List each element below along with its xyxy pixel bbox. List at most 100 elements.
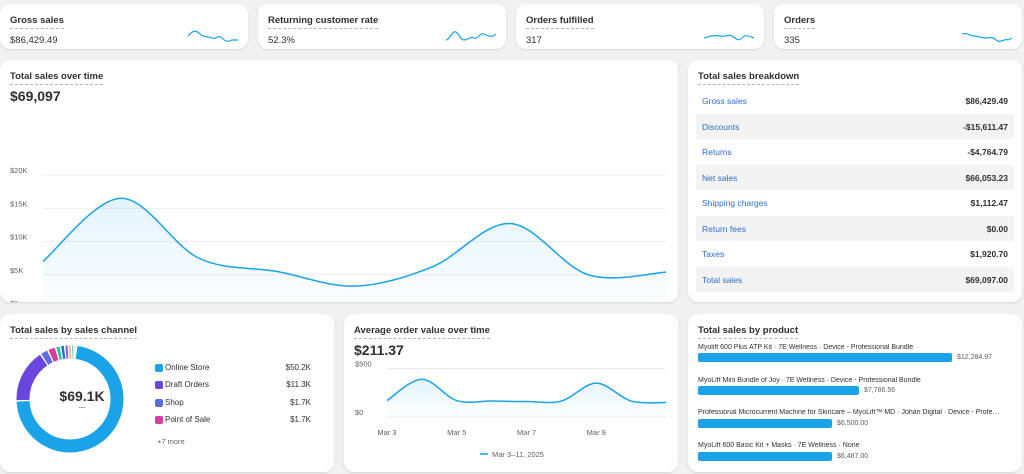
y-tick-label: $15K: [10, 199, 28, 208]
card-title[interactable]: Total sales breakdown: [698, 71, 800, 85]
x-tick-label: Mar 7: [517, 428, 536, 437]
breakdown-row-net-sales: Net sales $66,053.23: [696, 164, 1014, 190]
donut-slice: [56, 346, 63, 360]
product-bar[interactable]: [698, 353, 952, 362]
breakdown-value: $1,920.70: [970, 249, 1008, 259]
legend-label: Mar 3–11, 2025: [492, 450, 544, 459]
donut-center-sub: —: [78, 404, 86, 411]
breakdown-label[interactable]: Total sales: [702, 274, 743, 285]
kpi-value: $86,429.49: [10, 35, 58, 46]
breakdown-value: -$4,764.79: [967, 147, 1008, 157]
kpi-title[interactable]: Orders: [784, 15, 816, 29]
product-bar[interactable]: [698, 386, 859, 395]
series-area: [387, 379, 666, 417]
kpi-card-gross-sales[interactable]: Gross sales $86,429.49: [0, 4, 248, 49]
channel-swatch: [155, 381, 163, 389]
kpi-card-orders[interactable]: Orders 335: [774, 4, 1022, 49]
y-tick-label: $500: [355, 360, 372, 369]
breakdown-row-discounts: Discounts -$15,611.47: [696, 113, 1014, 139]
sales-by-channel-card: Total sales by sales channel $69.1K —: [0, 314, 334, 472]
channel-value: $11.3K: [286, 380, 311, 389]
breakdown-row-return-fees: Return fees $0.00: [696, 215, 1014, 241]
product-bar[interactable]: [698, 419, 832, 428]
sales-by-product-card: Total sales by product Myolift 600 Plus …: [688, 314, 1022, 472]
kpi-card-orders-fulfilled[interactable]: Orders fulfilled 317: [516, 4, 764, 49]
sparkline: [188, 30, 238, 42]
y-tick-label: $20K: [10, 166, 28, 175]
aov-card: Average order value over time $211.37 $0…: [344, 314, 678, 472]
kpi-card-returning-customer-rate[interactable]: Returning customer rate 52.3%: [258, 4, 506, 49]
kpi-title[interactable]: Gross sales: [10, 15, 64, 29]
channel-name: Online Store: [165, 363, 210, 372]
channel-name: Shop: [165, 398, 184, 407]
channel-value: $1.7K: [290, 415, 311, 424]
channel-row-shop[interactable]: Shop $1.7K: [155, 397, 315, 411]
x-tick-label: Mar 5: [447, 428, 466, 437]
breakdown-label[interactable]: Returns: [702, 147, 732, 157]
product-bar[interactable]: [698, 452, 832, 461]
card-title[interactable]: Average order value over time: [354, 325, 490, 339]
breakdown-label[interactable]: Taxes: [702, 249, 725, 259]
breakdown-label[interactable]: Return fees: [702, 223, 746, 234]
channel-name: Point of Sale: [165, 415, 211, 424]
aov-line-chart[interactable]: $0 $500 Mar 3 Mar 5 Mar 7 Mar 9 Mar 3–11, 2025: [344, 314, 678, 472]
channel-value: $50.2K: [285, 363, 311, 372]
y-tick-label: $5K: [10, 266, 23, 275]
product-value: $7,786.56: [864, 387, 896, 394]
sparkline: [962, 32, 1012, 43]
product-name[interactable]: MyoLift Mini Bundle of Joy · 7E Wellness…: [698, 377, 921, 384]
breakdown-label[interactable]: Shipping charges: [702, 198, 768, 208]
card-title[interactable]: Total sales by product: [698, 325, 799, 339]
sparkline: [704, 34, 754, 41]
channel-row-point-of-sale[interactable]: Point of Sale $1.7K: [155, 414, 315, 428]
donut-slice: [16, 346, 124, 453]
kpi-title[interactable]: Returning customer rate: [268, 15, 379, 29]
product-name[interactable]: Myolift 600 Plus ATP Kit · 7E Wellness ·…: [698, 344, 914, 351]
donut-slice: [16, 354, 48, 401]
x-tick-label: Mar 9: [587, 428, 606, 437]
series-line: [386, 378, 667, 404]
product-value: $6,487.00: [837, 453, 869, 460]
card-title[interactable]: Total sales by sales channel: [10, 325, 138, 339]
sales-breakdown-card: Total sales breakdown Gross sales $86,42…: [688, 60, 1022, 302]
y-tick-label: $0: [10, 299, 18, 302]
breakdown-label[interactable]: Net sales: [702, 172, 738, 183]
donut-center-value: $69.1K: [59, 388, 105, 404]
channel-row-online-store[interactable]: Online Store $50.2K: [155, 362, 315, 376]
total-sales-value: $69,097: [10, 88, 61, 104]
channel-swatch: [155, 416, 163, 424]
breakdown-label[interactable]: Discounts: [702, 121, 740, 132]
breakdown-value: -$15,611.47: [963, 121, 1008, 132]
channel-donut-chart[interactable]: [12, 338, 152, 468]
breakdown-row-gross-sales: Gross sales $86,429.49: [696, 88, 1014, 114]
breakdown-label[interactable]: Gross sales: [702, 96, 747, 106]
channel-swatch: [155, 364, 163, 372]
product-value: $12,284.97: [957, 354, 993, 361]
breakdown-row-shipping-charges: Shipping charges $1,112.47: [696, 190, 1014, 216]
channel-value: $1.7K: [290, 398, 311, 407]
breakdown-value: $66,053.23: [965, 172, 1008, 183]
kpi-value: 52.3%: [268, 35, 295, 46]
breakdown-row-total-sales: Total sales $69,097.00: [696, 266, 1014, 292]
product-name[interactable]: Professional Microcurrent Machine for Sk…: [698, 409, 1000, 416]
channel-row-draft-orders[interactable]: Draft Orders $11.3K: [155, 379, 315, 393]
breakdown-value: $69,097.00: [965, 274, 1008, 285]
card-title[interactable]: Total sales over time: [10, 71, 104, 85]
breakdown-row-taxes: Taxes $1,920.70: [696, 241, 1014, 267]
product-value: $6,500.00: [837, 420, 869, 427]
more-channels-link[interactable]: +7 more: [157, 437, 185, 446]
x-tick-label: Mar 3: [377, 428, 396, 437]
product-name[interactable]: MyoLift 600 Basic Kit + Masks · 7E Welln…: [698, 442, 860, 449]
channel-name: Draft Orders: [165, 380, 210, 389]
sales-over-time-card: Total sales over time $69,097 $0$5K$10K$…: [0, 60, 678, 302]
donut-slice: [41, 350, 53, 365]
series-line: [42, 197, 667, 287]
kpi-title[interactable]: Orders fulfilled: [526, 15, 594, 29]
donut-slice: [48, 347, 59, 362]
breakdown-value: $1,112.47: [970, 198, 1008, 208]
breakdown-value: $86,429.49: [965, 96, 1008, 106]
breakdown-value: $0.00: [986, 223, 1008, 234]
kpi-value: 317: [526, 35, 542, 46]
kpi-value: 335: [784, 35, 800, 46]
